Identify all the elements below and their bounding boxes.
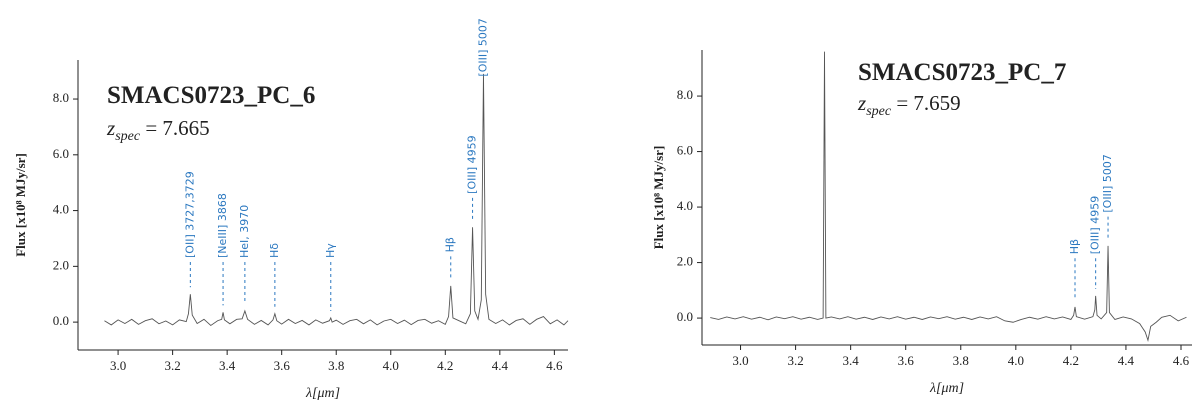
annotation-label: [OIII] 4959 [466, 135, 479, 193]
x-tick-label: 3.6 [898, 353, 915, 368]
y-tick-label: 6.0 [677, 143, 693, 158]
annotation-label: [OIII] 5007 [476, 18, 489, 76]
annotation-label: [OII] 3727,3729 [183, 171, 196, 258]
chart-panel: 3.0 3.2 3.4 3.6 3.8 4.0 4.2 4.4 4.6 0.0 2.0 4.0 6.0 8… [13, 18, 569, 401]
y-tick-label: 2.0 [677, 254, 693, 269]
x-tick-label: 4.4 [1118, 353, 1135, 368]
x-tick-label: 3.8 [328, 358, 344, 373]
annotation-label: Hδ [268, 243, 281, 258]
x-tick-label: 4.6 [546, 358, 563, 373]
y-axis-label: Flux [x10⁸ MJy/sr] [651, 146, 666, 250]
x-tick-label: 4.2 [437, 358, 453, 373]
redshift-subscript: spec [866, 104, 892, 119]
redshift-symbol: z [106, 116, 115, 140]
x-tick-label: 4.0 [383, 358, 399, 373]
x-tick-label: 3.8 [953, 353, 969, 368]
x-tick-label: 4.4 [492, 358, 509, 373]
y-tick-label: 0.0 [677, 309, 693, 324]
y-tick-label: 2.0 [53, 257, 69, 272]
chart-panel: 3.0 3.2 3.4 3.6 3.8 4.0 4.2 4.4 4.6 0.0 2.0 4.0 6.0 8… [651, 50, 1192, 396]
y-tick-label: 0.0 [53, 313, 69, 328]
redshift-value: = 7.665 [140, 116, 210, 140]
spectrum-line [710, 51, 1187, 343]
redshift-symbol: z [857, 91, 866, 115]
annotation-label: [OIII] 5007 [1101, 154, 1114, 212]
x-tick-label: 3.2 [787, 353, 803, 368]
annotation-label: [OIII] 4959 [1089, 196, 1102, 254]
y-tick-label: 6.0 [53, 146, 69, 161]
x-tick-label: 4.6 [1173, 353, 1190, 368]
x-tick-label: 4.2 [1063, 353, 1079, 368]
spectrum-line [104, 73, 569, 327]
x-tick-label: 4.0 [1008, 353, 1024, 368]
y-tick-label: 4.0 [677, 198, 693, 213]
annotation-label: Hγ [324, 243, 337, 258]
redshift-label: zspec = 7.659 [857, 91, 961, 119]
annotation-label: [NeIII] 3868 [216, 193, 229, 258]
y-axis-label: Flux [x10⁸ MJy/sr] [13, 153, 28, 257]
y-tick-label: 4.0 [53, 202, 69, 217]
redshift-subscript: spec [115, 129, 141, 144]
x-tick-label: 3.0 [732, 353, 748, 368]
x-tick-label: 3.2 [164, 358, 180, 373]
annotation-label: Hβ [444, 237, 457, 252]
x-axis-label: λ[μm] [929, 381, 964, 396]
x-tick-label: 3.0 [110, 358, 126, 373]
chart-title: SMACS0723_PC_6 [107, 82, 315, 109]
x-tick-label: 3.4 [843, 353, 860, 368]
annotation-label: Hβ [1068, 239, 1081, 254]
x-axis-label: λ[μm] [305, 386, 340, 401]
y-tick-label: 8.0 [677, 87, 693, 102]
redshift-label: zspec = 7.665 [106, 116, 210, 144]
x-tick-label: 3.4 [219, 358, 236, 373]
redshift-value: = 7.659 [891, 91, 961, 115]
y-tick-label: 8.0 [53, 90, 69, 105]
x-tick-label: 3.6 [274, 358, 291, 373]
chart-title: SMACS0723_PC_7 [858, 59, 1066, 86]
annotation-label: HeI, 3970 [238, 205, 251, 258]
